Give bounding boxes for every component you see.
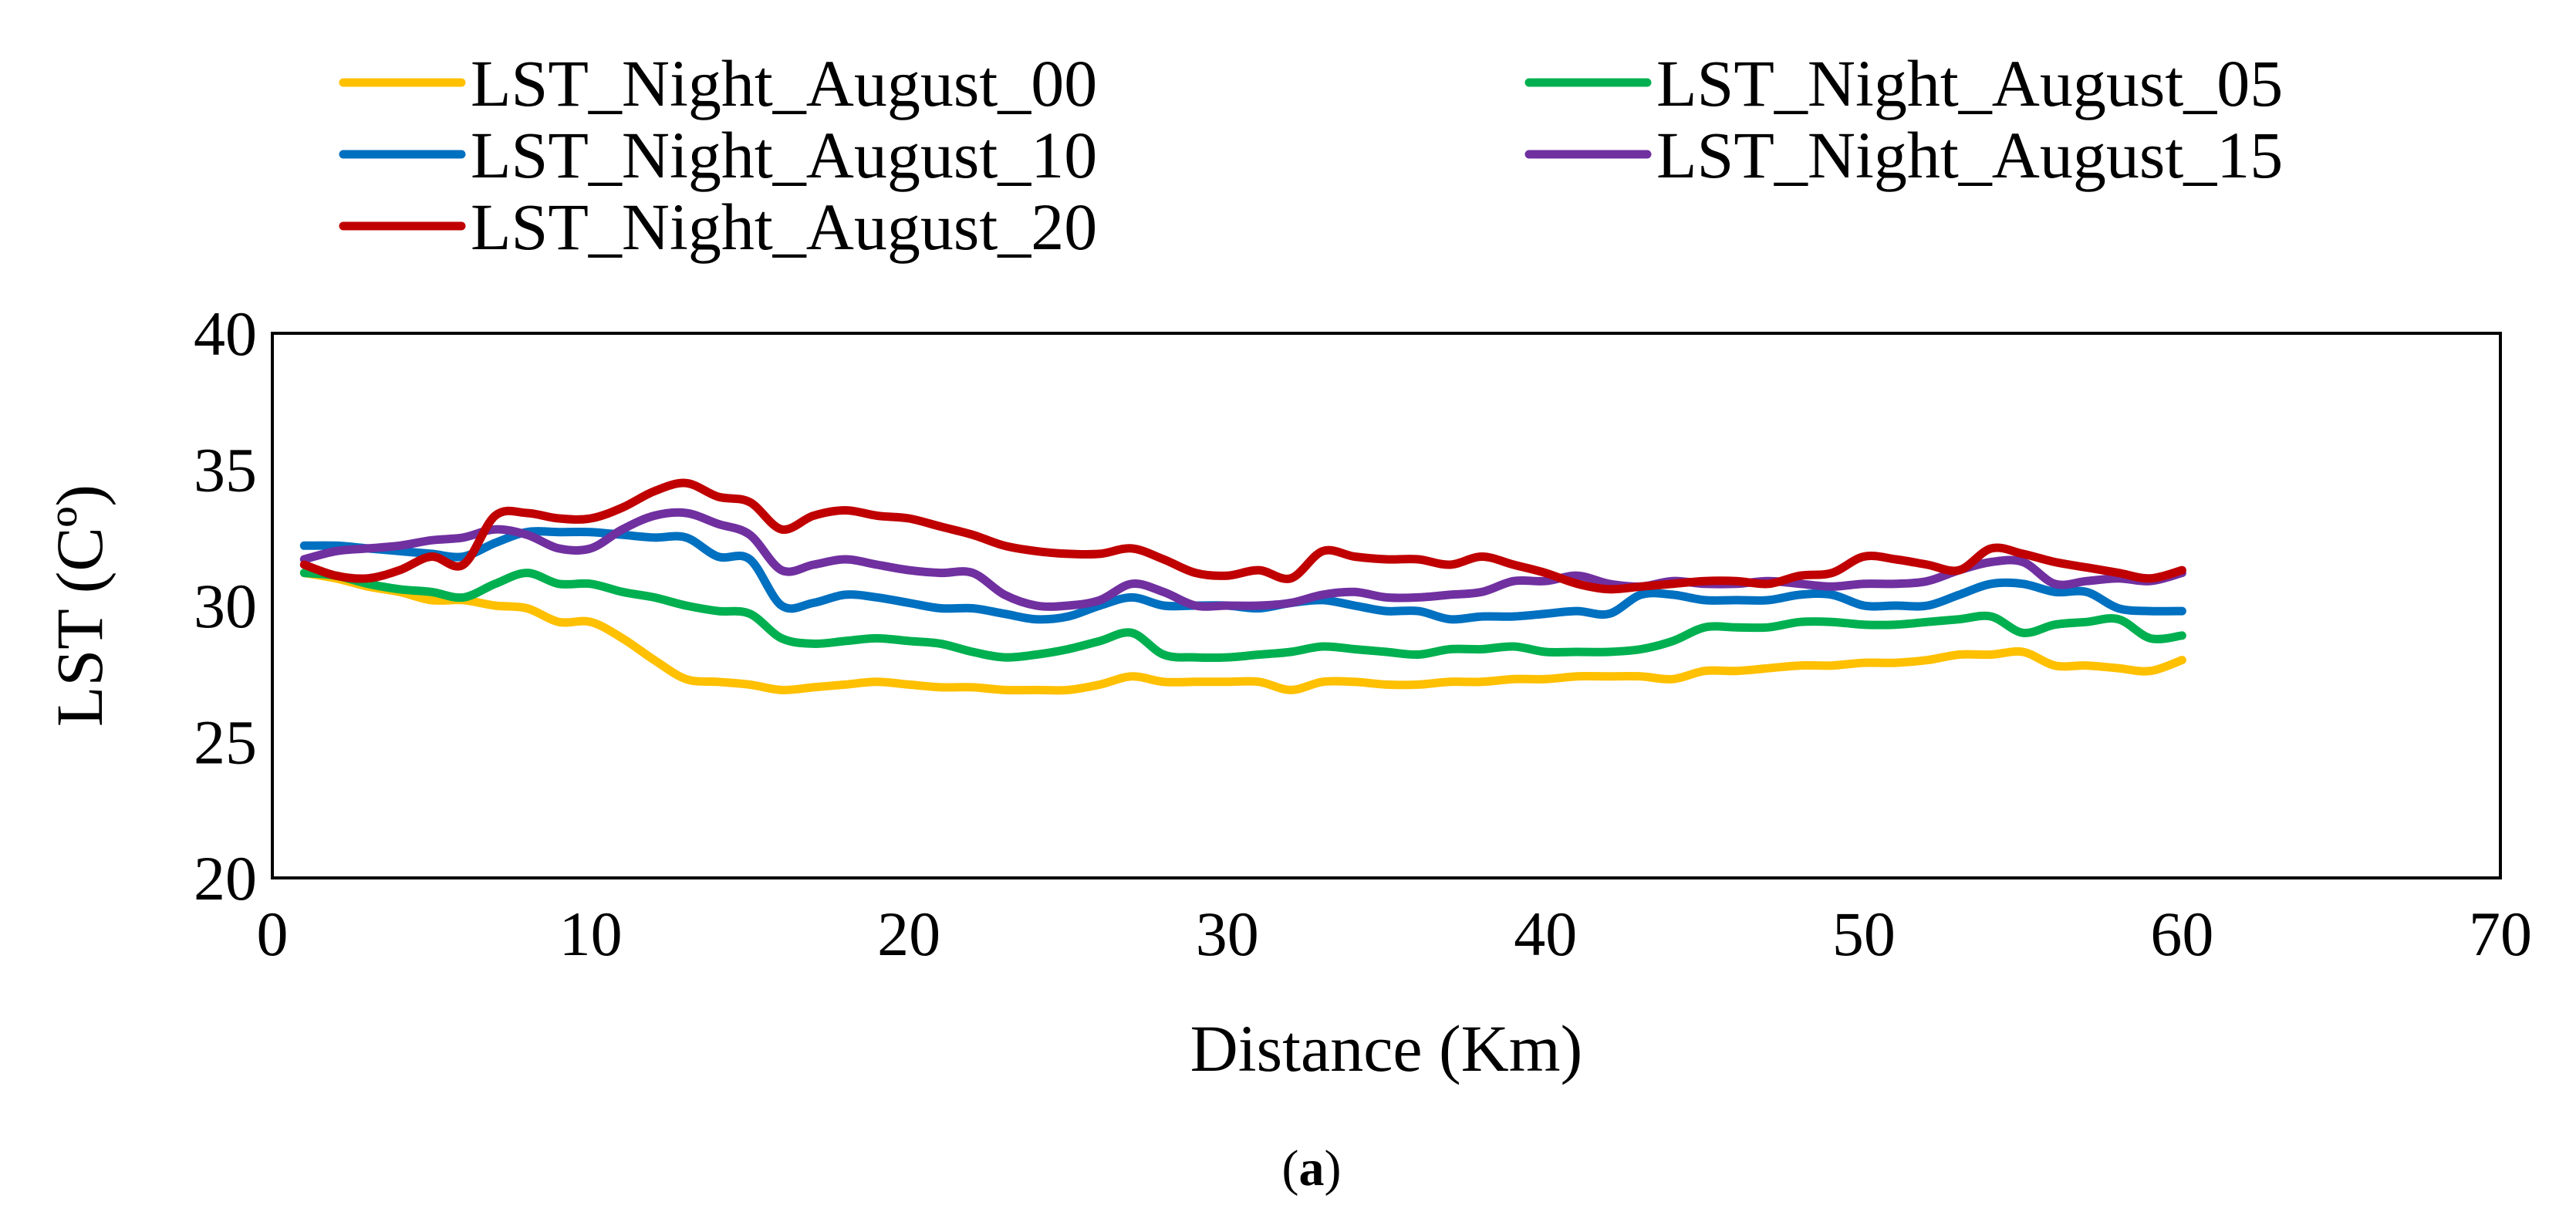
x-tick-label-10: 10 bbox=[559, 899, 623, 969]
x-tick-label-50: 50 bbox=[1832, 899, 1896, 969]
legend-entry-august-10: LST_Night_August_10 bbox=[339, 118, 1097, 192]
y-tick-label-40: 40 bbox=[194, 299, 257, 369]
legend-entry-august-05: LST_Night_August_05 bbox=[1524, 46, 2283, 120]
x-axis-title: Distance (Km) bbox=[1190, 1011, 1583, 1085]
series-line-lst-night-august-00 bbox=[299, 569, 2186, 695]
y-tick-label-25: 25 bbox=[194, 707, 257, 778]
y-tick-label-30: 30 bbox=[194, 571, 257, 641]
legend-label-august-10: LST_Night_August_10 bbox=[471, 118, 1097, 192]
series-line-lst-night-august-15 bbox=[299, 508, 2186, 611]
legend-label-august-15: LST_Night_August_15 bbox=[1656, 118, 2283, 192]
caption-close-paren: ) bbox=[1325, 1140, 1342, 1197]
legend-label-august-05: LST_Night_August_05 bbox=[1656, 46, 2283, 120]
y-axis-ticks: 20 25 30 35 40 bbox=[194, 299, 257, 913]
series-layer bbox=[299, 478, 2186, 695]
x-axis-ticks: 0 10 20 30 40 50 60 70 bbox=[257, 899, 2533, 969]
x-tick-label-30: 30 bbox=[1196, 899, 1259, 969]
plot-area bbox=[271, 332, 2502, 879]
x-tick-label-0: 0 bbox=[257, 899, 289, 969]
caption-letter: a bbox=[1299, 1140, 1325, 1197]
legend-entry-august-00: LST_Night_August_00 bbox=[339, 46, 1097, 120]
legend: LST_Night_August_00 LST_Night_August_05 … bbox=[339, 46, 2283, 264]
y-tick-label-20: 20 bbox=[194, 843, 257, 913]
legend-label-august-20: LST_Night_August_20 bbox=[471, 190, 1097, 264]
series-line-lst-night-august-05 bbox=[299, 569, 2186, 663]
caption-open-paren: ( bbox=[1282, 1140, 1299, 1197]
x-tick-label-40: 40 bbox=[1514, 899, 1577, 969]
legend-label-august-00: LST_Night_August_00 bbox=[471, 46, 1097, 120]
legend-entry-august-15: LST_Night_August_15 bbox=[1524, 118, 2283, 192]
figure-caption: (a) bbox=[1282, 1140, 1342, 1197]
y-tick-label-35: 35 bbox=[194, 435, 257, 505]
series-line-lst-night-august-20 bbox=[299, 478, 2186, 594]
x-tick-label-60: 60 bbox=[2150, 899, 2213, 969]
x-tick-label-70: 70 bbox=[2469, 899, 2532, 969]
y-axis-title: LST (Cº) bbox=[42, 484, 116, 727]
legend-entry-august-20: LST_Night_August_20 bbox=[339, 190, 1097, 264]
x-tick-label-20: 20 bbox=[877, 899, 940, 969]
